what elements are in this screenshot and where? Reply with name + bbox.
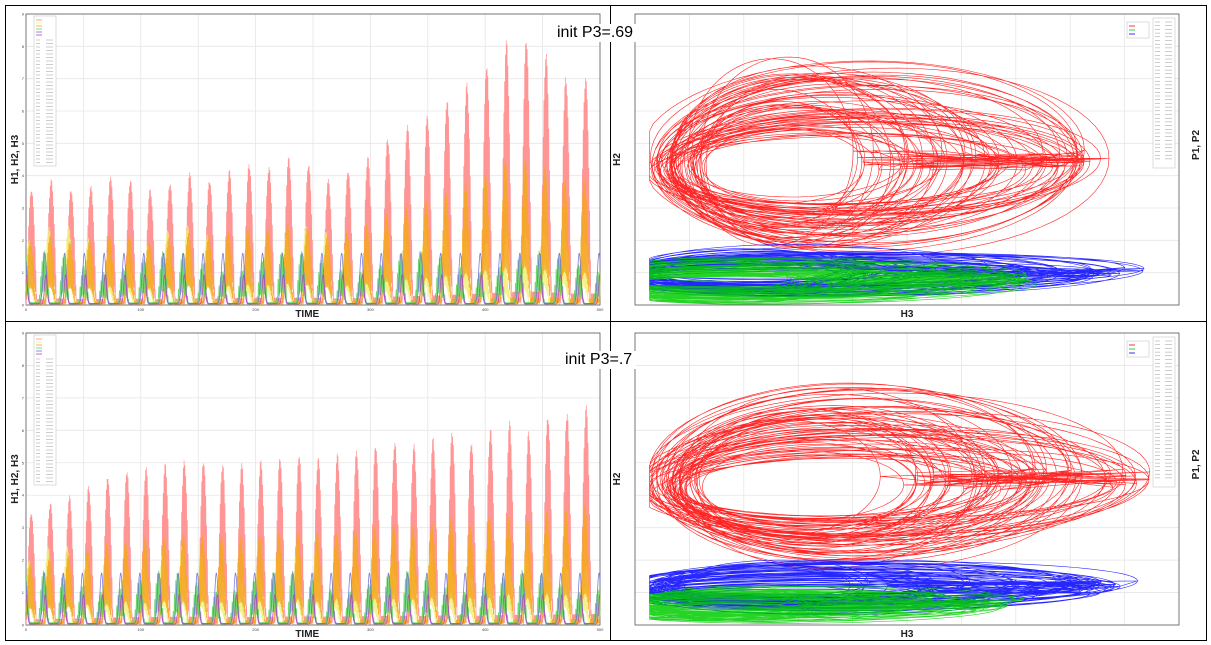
ts-bottom-ytick-label: 4: [22, 493, 25, 498]
ts-bottom-series-p1: [25, 569, 601, 627]
phase-bottom-legend: [1126, 336, 1176, 488]
ts-top-ytick-label: 6: [22, 109, 25, 114]
ts-top-xtick-label: 300: [367, 307, 374, 312]
phase-bottom-ylabel-2: H2: [612, 472, 623, 485]
ts-top-legend: [33, 15, 57, 167]
ts-bottom-series-p3: [25, 594, 601, 625]
phase-top-ylabel-2: H2: [612, 153, 623, 166]
ts-top-ytick-label: 9: [22, 12, 25, 17]
ts-bottom-series-group: [25, 405, 601, 627]
ts-top-xtick-label: 500: [597, 307, 604, 312]
ts-top-ytick-label: 7: [22, 76, 25, 81]
caption-bottom: init P3=.7: [561, 351, 637, 369]
ts-bottom-ytick-label: 8: [22, 363, 25, 368]
ts-top-xtick-label: 400: [482, 307, 489, 312]
phase-portrait-chart-top: H3 P1, P2, P3 H2 P1, P2: [611, 13, 1202, 319]
phase-top-trajectory-series2: [649, 256, 1038, 305]
ts-bottom-legend: [33, 334, 57, 486]
ts-bottom-xtick-label: 500: [597, 627, 604, 632]
vertical-divider: [610, 5, 611, 640]
phase-bottom-trajectories: [649, 382, 1151, 624]
phase-top-ylabel-right: P1, P2: [1191, 130, 1202, 160]
ts-top-series-group: [25, 40, 601, 307]
ts-bottom-legend-box: [33, 334, 57, 486]
phase-bottom-ylabel-right: P1, P2: [1191, 449, 1202, 479]
ts-top-xtick-label: 100: [137, 307, 144, 312]
caption-top: init P3=.69: [553, 24, 638, 42]
ts-top-legend-box: [33, 15, 57, 167]
ts-bottom-xlabel: TIME: [295, 629, 319, 639]
ts-top-xlabel: TIME: [295, 309, 319, 319]
phase-top-trajectory-series1: [649, 56, 1110, 256]
ts-bottom-ytick-label: 2: [22, 558, 25, 563]
horizontal-divider: [5, 321, 1206, 322]
phase-top-plot-border: [634, 13, 1180, 306]
phase-bottom-plot-border: [634, 332, 1180, 626]
ts-top-ytick-label: 2: [22, 238, 25, 243]
phase-bottom-trajectory-series3: [649, 559, 1139, 615]
ts-top-xtick-label: 200: [252, 307, 259, 312]
ts-bottom-xtick-label: 400: [482, 627, 489, 632]
ts-bottom-ytick-label: 3: [22, 525, 25, 530]
ts-top-series-p2: [25, 252, 601, 304]
phase-panel-top: H3 P1, P2, P3 H2 P1, P2: [611, 6, 1205, 319]
ts-bottom-ylabel: H1, H2, H3: [10, 454, 21, 504]
phase-portrait-chart-bottom: H3 P1, P2, P3 H2 P1, P2: [611, 332, 1202, 639]
ts-bottom-xtick-label: 100: [137, 627, 144, 632]
phase-top-xlabel: H3: [901, 309, 914, 319]
phase-top-trajectories: [649, 56, 1145, 305]
ts-top-ytick-label: 0: [22, 303, 25, 308]
ts-top-ylabel: H1, H2, H3: [10, 134, 21, 184]
ts-top-ytick-label: 5: [22, 141, 25, 146]
phase-bottom-trajectory-series1: [649, 382, 1151, 571]
ts-bottom-xtick-label: 0: [25, 627, 28, 632]
ts-bottom-ytick-label: 6: [22, 428, 25, 433]
phase-bottom-trajectory-series2: [649, 585, 1025, 624]
phase-bottom-ylabel: P1, P2, P3: [611, 411, 612, 459]
phase-top-legend: [1126, 17, 1176, 169]
phase-panel-bottom: H3 P1, P2, P3 H2 P1, P2: [611, 325, 1205, 639]
ts-bottom-xtick-label: 200: [252, 627, 259, 632]
time-series-chart-bottom: 0 100 200 300 400 500 0 1 2 3 4 5 6 7 8 9 TIME H1, H2, H3: [10, 331, 604, 640]
ts-bottom-ytick-label: 7: [22, 395, 25, 400]
ts-top-xtick-label: 0: [25, 307, 28, 312]
ts-top-ytick-label: 1: [22, 270, 25, 275]
ts-bottom-ytick-label: 5: [22, 460, 25, 465]
ts-top-series-p3: [25, 274, 601, 305]
ts-bottom-plot-border: [25, 332, 601, 626]
ts-bottom-ytick-label: 1: [22, 590, 25, 595]
ts-top-ytick-label: 8: [22, 44, 25, 49]
time-series-panel-bottom: 0 100 200 300 400 500 0 1 2 3 4 5 6 7 8 9 TIME H1, H2, H3: [6, 325, 610, 639]
phase-bottom-xlabel: H3: [901, 629, 914, 639]
ts-bottom-ytick-label: 0: [22, 623, 25, 628]
ts-bottom-xtick-label: 300: [367, 627, 374, 632]
ts-bottom-ytick-label: 9: [22, 331, 25, 336]
ts-top-ytick-label: 4: [22, 173, 25, 178]
time-series-panel-top: 0 100 200 300 400 500 0 1 2 3 4 5 6 7 8 9 TIME H1, H2, H3: [6, 6, 610, 319]
ts-bottom-series-h1: [25, 405, 601, 626]
ts-bottom-series-p2: [25, 572, 601, 624]
phase-top-ylabel: P1, P2, P3: [611, 92, 612, 140]
time-series-chart-top: 0 100 200 300 400 500 0 1 2 3 4 5 6 7 8 9 TIME H1, H2, H3: [10, 12, 604, 320]
ts-top-ytick-label: 3: [22, 206, 25, 211]
ts-top-plot-border: [25, 13, 601, 306]
